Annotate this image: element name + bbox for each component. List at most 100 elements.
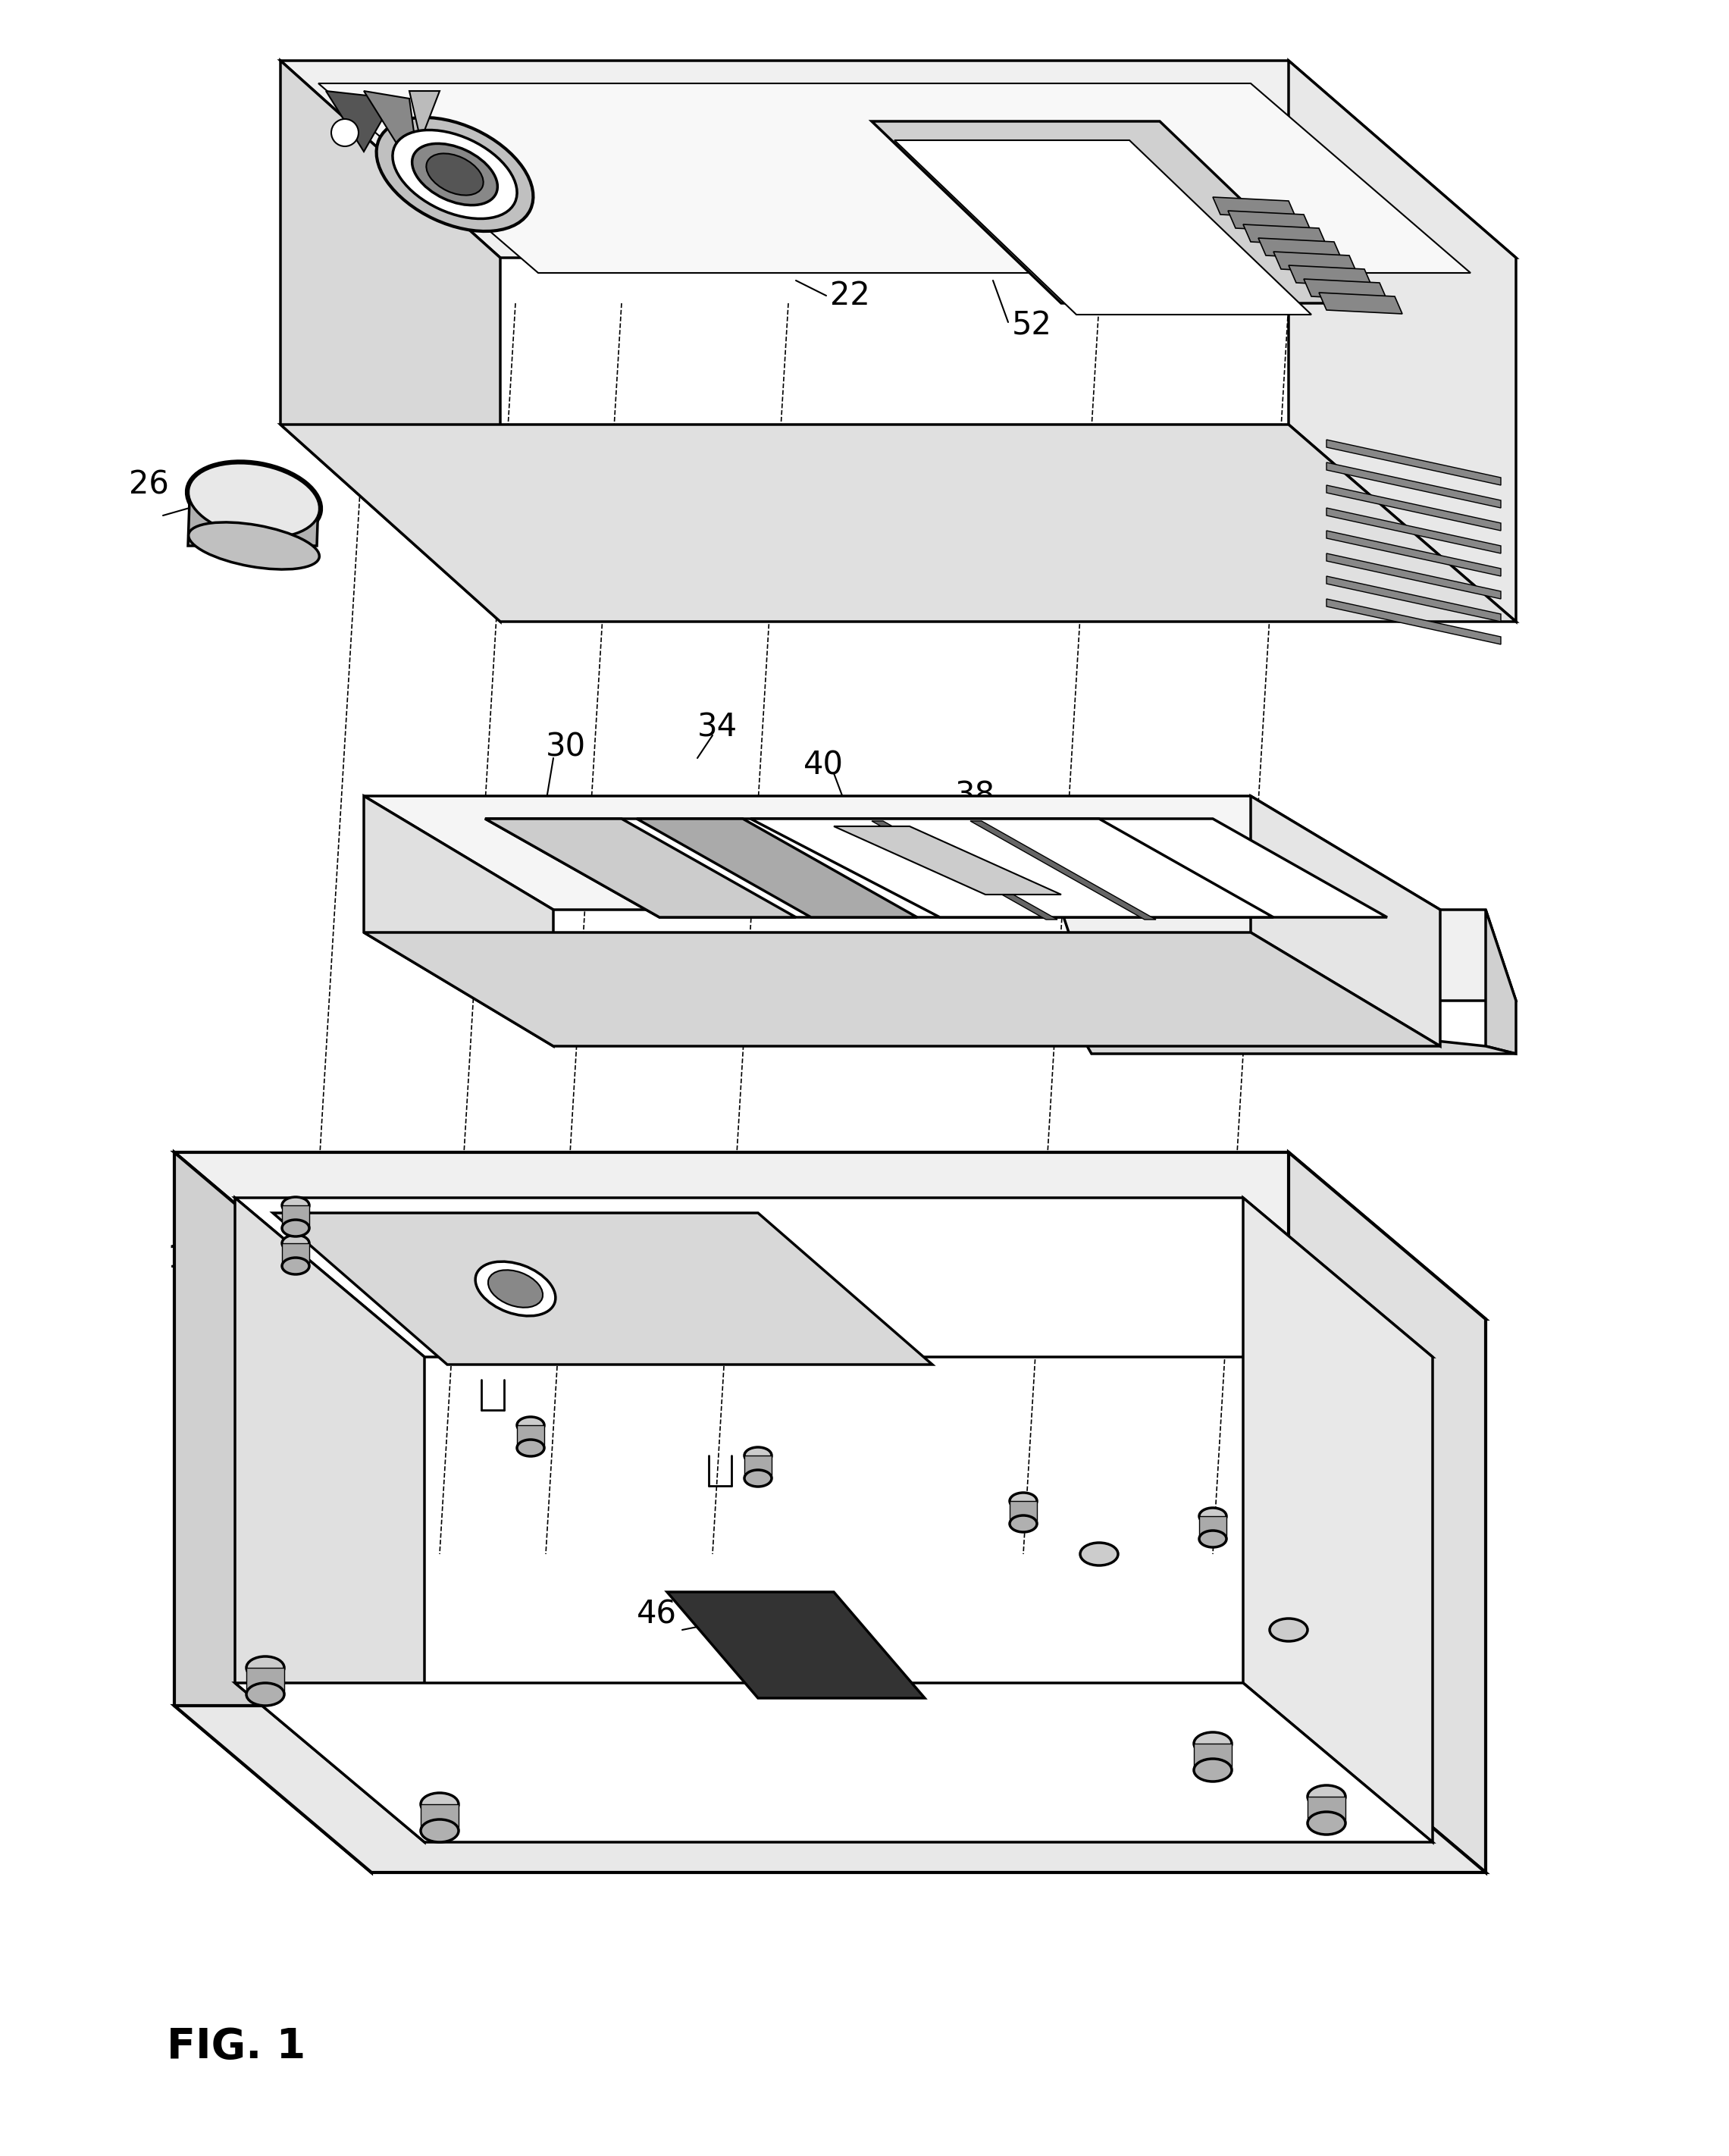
Ellipse shape	[246, 1656, 284, 1680]
Polygon shape	[327, 91, 394, 151]
Polygon shape	[1288, 60, 1516, 621]
Polygon shape	[745, 1455, 771, 1479]
Ellipse shape	[420, 1794, 458, 1815]
Polygon shape	[833, 826, 1062, 895]
Ellipse shape	[517, 1440, 545, 1455]
Polygon shape	[871, 121, 1349, 304]
Polygon shape	[871, 821, 1058, 921]
Circle shape	[332, 119, 358, 147]
Text: 22: 22	[830, 280, 870, 313]
Polygon shape	[1288, 265, 1373, 287]
Polygon shape	[1062, 910, 1516, 1000]
Text: FIG. 1: FIG. 1	[166, 2027, 306, 2068]
Text: 52: 52	[1011, 310, 1051, 343]
Text: 18: 18	[1395, 931, 1435, 964]
Ellipse shape	[745, 1447, 771, 1464]
Polygon shape	[1326, 554, 1501, 599]
Text: 34: 34	[697, 711, 738, 744]
Ellipse shape	[1307, 1785, 1345, 1809]
Polygon shape	[636, 819, 916, 916]
Polygon shape	[1200, 1516, 1226, 1539]
Polygon shape	[282, 1205, 309, 1229]
Polygon shape	[1062, 1000, 1516, 1054]
Polygon shape	[235, 1684, 1433, 1841]
Polygon shape	[188, 500, 318, 545]
Text: 48: 48	[640, 166, 681, 198]
Ellipse shape	[488, 1270, 543, 1307]
Polygon shape	[1307, 1796, 1345, 1824]
Polygon shape	[235, 1199, 1433, 1356]
Polygon shape	[246, 1669, 284, 1695]
Polygon shape	[1326, 599, 1501, 645]
Polygon shape	[235, 1199, 425, 1841]
Polygon shape	[1304, 278, 1387, 300]
Polygon shape	[1326, 485, 1501, 530]
Ellipse shape	[412, 144, 498, 205]
Ellipse shape	[1010, 1492, 1037, 1509]
Ellipse shape	[1010, 1516, 1037, 1533]
Polygon shape	[1228, 211, 1311, 233]
Ellipse shape	[1307, 1811, 1345, 1835]
Polygon shape	[410, 91, 439, 140]
Polygon shape	[363, 91, 420, 181]
Ellipse shape	[475, 1261, 555, 1315]
Polygon shape	[1250, 796, 1440, 1046]
Polygon shape	[1326, 461, 1501, 509]
Ellipse shape	[282, 1257, 309, 1274]
Text: 42: 42	[1373, 886, 1413, 918]
Text: 14: 14	[166, 1242, 207, 1274]
Polygon shape	[970, 821, 1157, 921]
Polygon shape	[1243, 1199, 1433, 1841]
Ellipse shape	[282, 1197, 309, 1214]
Polygon shape	[363, 931, 1440, 1046]
Polygon shape	[273, 1214, 932, 1365]
Ellipse shape	[282, 1235, 309, 1253]
Polygon shape	[1010, 1501, 1037, 1524]
Ellipse shape	[377, 116, 533, 231]
Polygon shape	[280, 60, 1516, 259]
Ellipse shape	[187, 461, 322, 539]
Text: 46: 46	[636, 1600, 676, 1630]
Polygon shape	[1193, 1744, 1231, 1770]
Polygon shape	[486, 819, 795, 916]
Ellipse shape	[427, 153, 484, 196]
Ellipse shape	[517, 1416, 545, 1434]
Ellipse shape	[1269, 1619, 1307, 1641]
Polygon shape	[1288, 1151, 1485, 1871]
Polygon shape	[1326, 440, 1501, 485]
Ellipse shape	[246, 1684, 284, 1705]
Polygon shape	[1485, 910, 1516, 1054]
Text: 30: 30	[546, 731, 586, 763]
Ellipse shape	[188, 464, 320, 537]
Ellipse shape	[1193, 1759, 1231, 1781]
Polygon shape	[282, 1244, 309, 1266]
Text: 26: 26	[130, 470, 169, 500]
Polygon shape	[486, 819, 1387, 916]
Polygon shape	[894, 140, 1311, 315]
Polygon shape	[318, 84, 1471, 274]
Polygon shape	[1319, 293, 1402, 315]
Polygon shape	[517, 1425, 545, 1449]
Ellipse shape	[282, 1220, 309, 1235]
Polygon shape	[175, 1151, 1485, 1319]
Polygon shape	[1212, 196, 1297, 218]
Ellipse shape	[1081, 1544, 1119, 1565]
Ellipse shape	[745, 1470, 771, 1488]
Polygon shape	[750, 819, 1274, 916]
Text: 10: 10	[1335, 153, 1395, 196]
Ellipse shape	[1193, 1731, 1231, 1755]
Polygon shape	[280, 60, 500, 621]
Polygon shape	[1259, 237, 1342, 259]
Polygon shape	[280, 425, 1516, 621]
Polygon shape	[363, 796, 553, 1046]
Ellipse shape	[188, 522, 320, 569]
Polygon shape	[1274, 252, 1357, 274]
Text: 40: 40	[804, 750, 844, 783]
Ellipse shape	[1200, 1507, 1226, 1524]
Text: 38: 38	[954, 780, 996, 813]
Ellipse shape	[420, 1820, 458, 1841]
Polygon shape	[1326, 509, 1501, 554]
Polygon shape	[1326, 530, 1501, 576]
Polygon shape	[175, 1151, 372, 1871]
Polygon shape	[363, 796, 1440, 910]
